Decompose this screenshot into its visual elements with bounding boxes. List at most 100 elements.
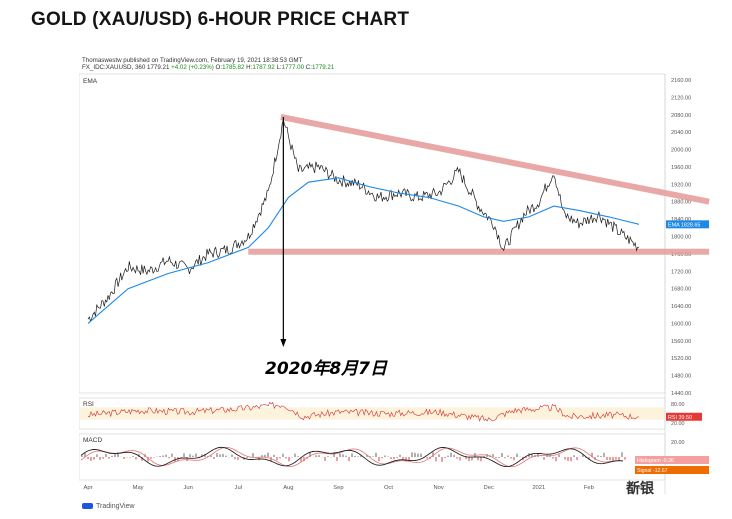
histogram-bar	[282, 453, 284, 457]
macd-value-tag	[635, 466, 709, 474]
histogram-bar	[555, 457, 557, 462]
histogram-bar	[597, 455, 599, 457]
histogram-bar	[504, 457, 506, 459]
histogram-bar	[225, 455, 227, 457]
histogram-bar	[441, 457, 443, 462]
date-annotation: 2020年8月7日	[265, 359, 387, 379]
histogram-bar	[285, 457, 287, 459]
histogram-bar	[405, 457, 407, 462]
histogram-bar	[438, 454, 440, 457]
histogram-bar	[339, 453, 341, 457]
y-tick-label: 1800.00	[671, 235, 691, 241]
histogram-bar	[576, 457, 578, 461]
histogram-bar	[345, 455, 347, 457]
symbol-label: FX_IDC:XAUUSD, 360	[82, 64, 146, 71]
histogram-bar	[378, 457, 380, 462]
histogram-bar	[87, 457, 89, 460]
histogram-bar	[324, 457, 326, 461]
histogram-bar	[600, 456, 602, 457]
histogram-bar	[375, 452, 377, 457]
histogram-bar	[456, 457, 458, 459]
x-tick-label: Jul	[235, 485, 242, 491]
histogram-bar	[105, 453, 107, 457]
histogram-bar	[108, 457, 110, 459]
close-value-2: 1779.21	[311, 64, 335, 71]
histogram-bar	[609, 457, 611, 461]
histogram-bar	[570, 457, 572, 462]
histogram-bar	[180, 457, 182, 458]
y-tick-label: 2000.00	[671, 148, 691, 154]
ema-price-tag	[666, 220, 709, 229]
brand-watermark: 斱银	[626, 481, 654, 497]
tradingview-icon	[82, 503, 93, 510]
main-panel-label: EMA	[83, 78, 98, 85]
histogram-bar	[216, 453, 218, 457]
signal-series-line	[80, 446, 624, 468]
histogram-bar	[93, 457, 95, 460]
high-label: H:	[246, 64, 253, 71]
y-tick-label: 2040.00	[671, 130, 691, 136]
histogram-bar	[201, 454, 203, 457]
histogram-bar	[510, 457, 512, 459]
histogram-bar	[582, 454, 584, 457]
rsi-value-tag-label: RSI 39.50	[668, 415, 692, 421]
y-tick-label: 1440.00	[671, 391, 691, 397]
x-tick-label: Apr	[83, 485, 92, 491]
open-value: 1785.82	[222, 64, 245, 71]
histogram-bar	[426, 457, 428, 459]
histogram-bar	[213, 457, 215, 459]
histogram-bar	[507, 455, 509, 457]
histogram-bar	[267, 452, 269, 457]
histogram-bar	[348, 457, 350, 462]
histogram-bar	[183, 453, 185, 457]
histogram-bar	[297, 456, 299, 457]
histogram-bar	[288, 457, 290, 462]
y-tick-label: 1960.00	[671, 165, 691, 171]
histogram-bar	[468, 457, 470, 462]
histogram-bar	[585, 457, 587, 458]
y-tick-label: 1840.00	[671, 217, 691, 223]
histogram-bar	[132, 456, 134, 457]
histogram-bar	[264, 454, 266, 457]
histogram-bar	[147, 457, 149, 462]
histogram-bar	[444, 457, 446, 459]
histogram-bar	[300, 457, 302, 462]
open-label: O:	[215, 64, 223, 71]
histogram-bar	[447, 455, 449, 457]
histogram-bar	[210, 455, 212, 457]
histogram-bar	[531, 453, 533, 457]
histogram-bar	[495, 457, 497, 459]
histogram-bar	[360, 455, 362, 457]
ema-series-line	[87, 177, 640, 324]
histogram-bar	[384, 455, 386, 457]
histogram-bar	[168, 457, 170, 459]
histogram-bar	[102, 457, 104, 459]
histogram-bar	[231, 454, 233, 457]
histogram-bar	[138, 453, 140, 457]
histogram-bar	[219, 454, 221, 457]
histogram-bar	[471, 457, 473, 461]
y-tick-label: 1480.00	[671, 374, 691, 380]
histogram-bar	[366, 454, 368, 457]
x-tick-label: May	[133, 485, 144, 491]
macd-panel-label: MACD	[83, 437, 102, 444]
low-value: 1777.00	[281, 64, 305, 71]
y-tick-label: 1720.00	[671, 269, 691, 275]
y-tick-label: 1520.00	[671, 356, 691, 362]
histogram-bar	[390, 457, 392, 460]
histogram-bar	[135, 457, 137, 460]
histogram-bar	[141, 457, 143, 461]
histogram-bar	[159, 456, 161, 457]
x-tick-label: Nov	[433, 485, 443, 491]
histogram-bar	[618, 457, 620, 462]
histogram-bar	[615, 457, 617, 460]
histogram-bar	[477, 457, 479, 461]
histogram-bar	[204, 454, 206, 457]
macd-series-line	[80, 446, 624, 468]
y-tick-label: 1680.00	[671, 287, 691, 293]
histogram-bar	[114, 453, 116, 457]
ohlc-line: FX_IDC:XAUUSD, 360 1779.21 +4.02 (+0.23%…	[82, 64, 334, 71]
histogram-bar	[162, 455, 164, 457]
histogram-bar	[96, 454, 98, 457]
histogram-bar	[564, 457, 566, 460]
